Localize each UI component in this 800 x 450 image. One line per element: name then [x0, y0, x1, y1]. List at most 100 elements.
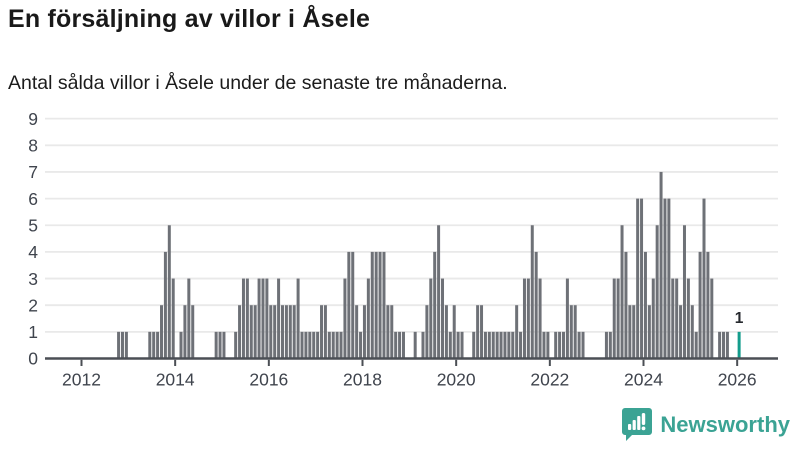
bar: [495, 331, 499, 359]
bar: [460, 331, 464, 359]
bar: [534, 251, 538, 359]
bar: [187, 278, 191, 359]
x-axis-label: 2022: [530, 370, 569, 390]
bar: [546, 331, 550, 359]
bar: [620, 225, 624, 359]
bar: [643, 251, 647, 359]
bar: [167, 225, 171, 359]
y-axis-label: 7: [28, 162, 38, 182]
bar: [386, 305, 390, 359]
y-axis-label: 3: [28, 269, 38, 289]
chart-subtitle: Antal sålda villor i Åsele under de sena…: [8, 72, 508, 94]
bar: [401, 331, 405, 359]
bar: [444, 305, 448, 359]
bar: [120, 331, 124, 359]
x-axis-label: 2012: [62, 370, 101, 390]
bar: [561, 331, 565, 359]
bar: [437, 225, 441, 359]
bar: [628, 305, 632, 359]
bar: [507, 331, 511, 359]
bar: [655, 225, 659, 359]
bar: [429, 278, 433, 359]
bar: [491, 331, 495, 359]
bar: [698, 251, 702, 359]
bar: [156, 331, 160, 359]
bar: [608, 331, 612, 359]
bar: [480, 305, 484, 359]
bar: [269, 305, 273, 359]
bar: [390, 305, 394, 359]
bar: [245, 278, 249, 359]
y-axis-label: 5: [28, 215, 38, 235]
bar: [706, 251, 710, 359]
bar: [640, 198, 644, 359]
bar: [308, 331, 312, 359]
bar: [366, 278, 370, 359]
bar: [483, 331, 487, 359]
bar: [312, 331, 316, 359]
bar: [398, 331, 402, 359]
bar: [651, 278, 655, 359]
bar: [249, 305, 253, 359]
bar: [265, 278, 269, 359]
bar: [573, 305, 577, 359]
bar: [304, 331, 308, 359]
bar: [355, 305, 359, 359]
bar: [636, 198, 640, 359]
bar: [441, 278, 445, 359]
x-axis-label: 2016: [249, 370, 288, 390]
bar: [362, 305, 366, 359]
bar: [234, 331, 238, 359]
bar: [679, 305, 683, 359]
bar: [530, 225, 534, 359]
bar: [394, 331, 398, 359]
bar: [667, 198, 671, 359]
bar: [503, 331, 507, 359]
bar: [452, 305, 456, 359]
bar: [421, 331, 425, 359]
y-axis-label: 9: [28, 109, 38, 129]
bar: [148, 331, 152, 359]
bar: [292, 305, 296, 359]
newsworthy-branding: Newsworthy: [622, 408, 790, 442]
y-axis-label: 8: [28, 136, 38, 156]
bar: [339, 331, 343, 359]
bar: [152, 331, 156, 359]
bar: [659, 171, 663, 359]
bar: [702, 198, 706, 359]
x-axis-label: 2026: [718, 370, 757, 390]
bar: [682, 225, 686, 359]
bar: [694, 331, 698, 359]
y-axis-label: 2: [28, 295, 38, 315]
bar: [214, 331, 218, 359]
bar: [690, 305, 694, 359]
bar: [163, 251, 167, 359]
bar: [374, 251, 378, 359]
bar: [522, 278, 526, 359]
bar: [327, 331, 331, 359]
bar: [722, 331, 726, 359]
bar: [218, 331, 222, 359]
x-axis-label: 2020: [437, 370, 476, 390]
bar: [671, 278, 675, 359]
bar: [569, 305, 573, 359]
bar: [191, 305, 195, 359]
x-axis-label: 2018: [343, 370, 382, 390]
bar: [624, 251, 628, 359]
bar: [370, 251, 374, 359]
bar: [554, 331, 558, 359]
y-axis-label: 4: [28, 242, 38, 262]
bar: [238, 305, 242, 359]
bar: [686, 278, 690, 359]
bar: [117, 331, 121, 359]
bar: [647, 305, 651, 359]
bar: [331, 331, 335, 359]
bar: [288, 305, 292, 359]
bar: [710, 278, 714, 359]
y-axis-label: 6: [28, 189, 38, 209]
bar: [316, 331, 320, 359]
bar: [320, 305, 324, 359]
bar: [425, 305, 429, 359]
bar: [632, 305, 636, 359]
page-title: En försäljning av villor i Åsele: [8, 5, 371, 33]
